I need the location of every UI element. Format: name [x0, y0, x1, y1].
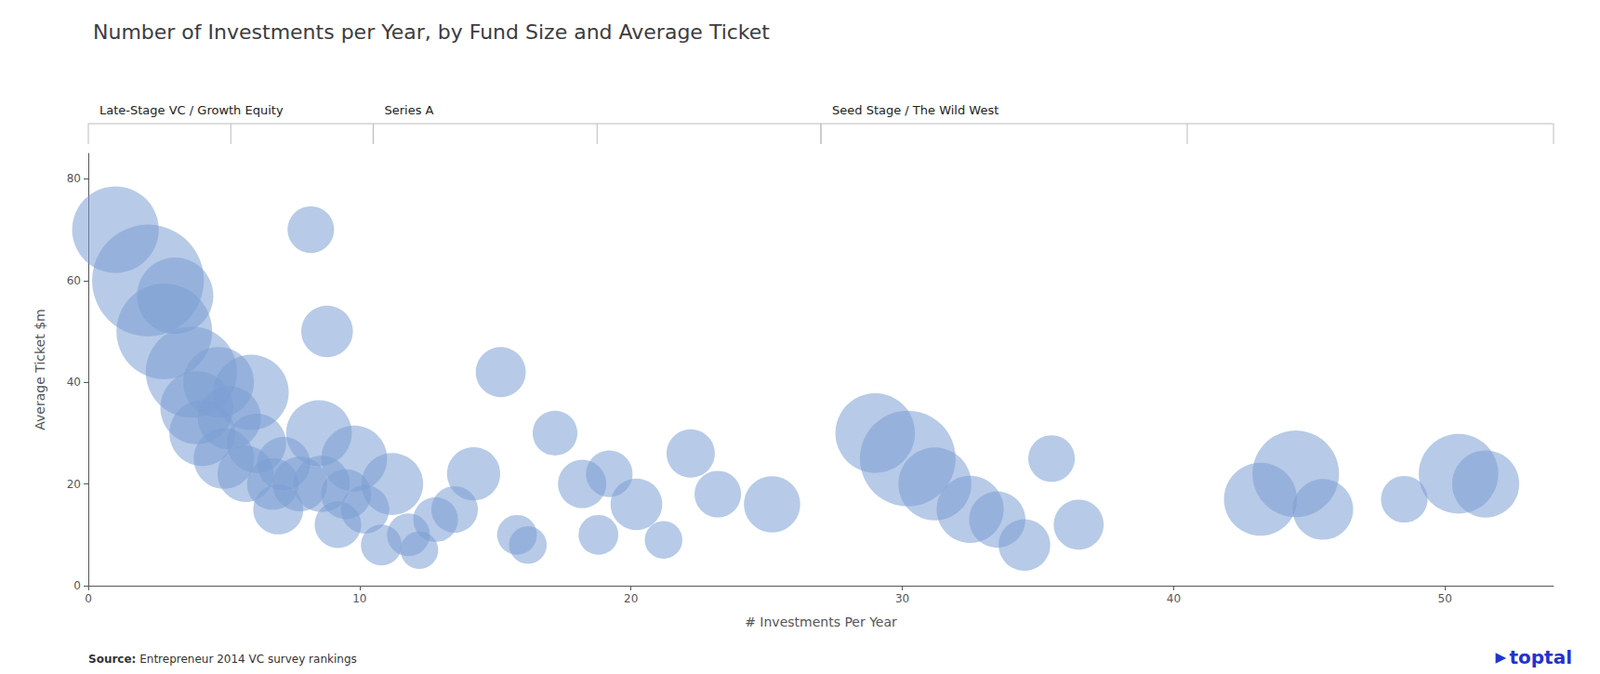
svg-text:Series A: Series A — [383, 103, 434, 118]
svg-text:Late-Stage VC / Growth Equity: Late-Stage VC / Growth Equity — [99, 103, 284, 118]
svg-text:20: 20 — [66, 477, 81, 491]
svg-text:30: 30 — [895, 592, 910, 606]
svg-text:toptal: toptal — [1508, 646, 1573, 669]
svg-text:0: 0 — [73, 579, 81, 593]
svg-text:10: 10 — [352, 592, 367, 606]
svg-text:▶: ▶ — [1495, 648, 1508, 666]
svg-text:Seed Stage / The Wild West: Seed Stage / The Wild West — [832, 103, 999, 118]
svg-text:Source:: Source: — [88, 652, 136, 666]
svg-text:20: 20 — [623, 592, 638, 606]
svg-text:40: 40 — [1166, 592, 1181, 606]
svg-text:Number of Investments per Year: Number of Investments per Year, by Fund … — [92, 20, 770, 44]
svg-text:80: 80 — [66, 171, 81, 186]
svg-text:50: 50 — [1438, 592, 1453, 606]
svg-text:40: 40 — [66, 375, 81, 389]
svg-text:Average Ticket $m: Average Ticket $m — [32, 308, 48, 430]
svg-text:Entrepreneur 2014 VC survey ra: Entrepreneur 2014 VC survey rankings — [135, 652, 357, 666]
svg-text:60: 60 — [66, 274, 81, 288]
svg-text:# Investments Per Year: # Investments Per Year — [744, 614, 898, 630]
svg-text:0: 0 — [84, 592, 93, 606]
